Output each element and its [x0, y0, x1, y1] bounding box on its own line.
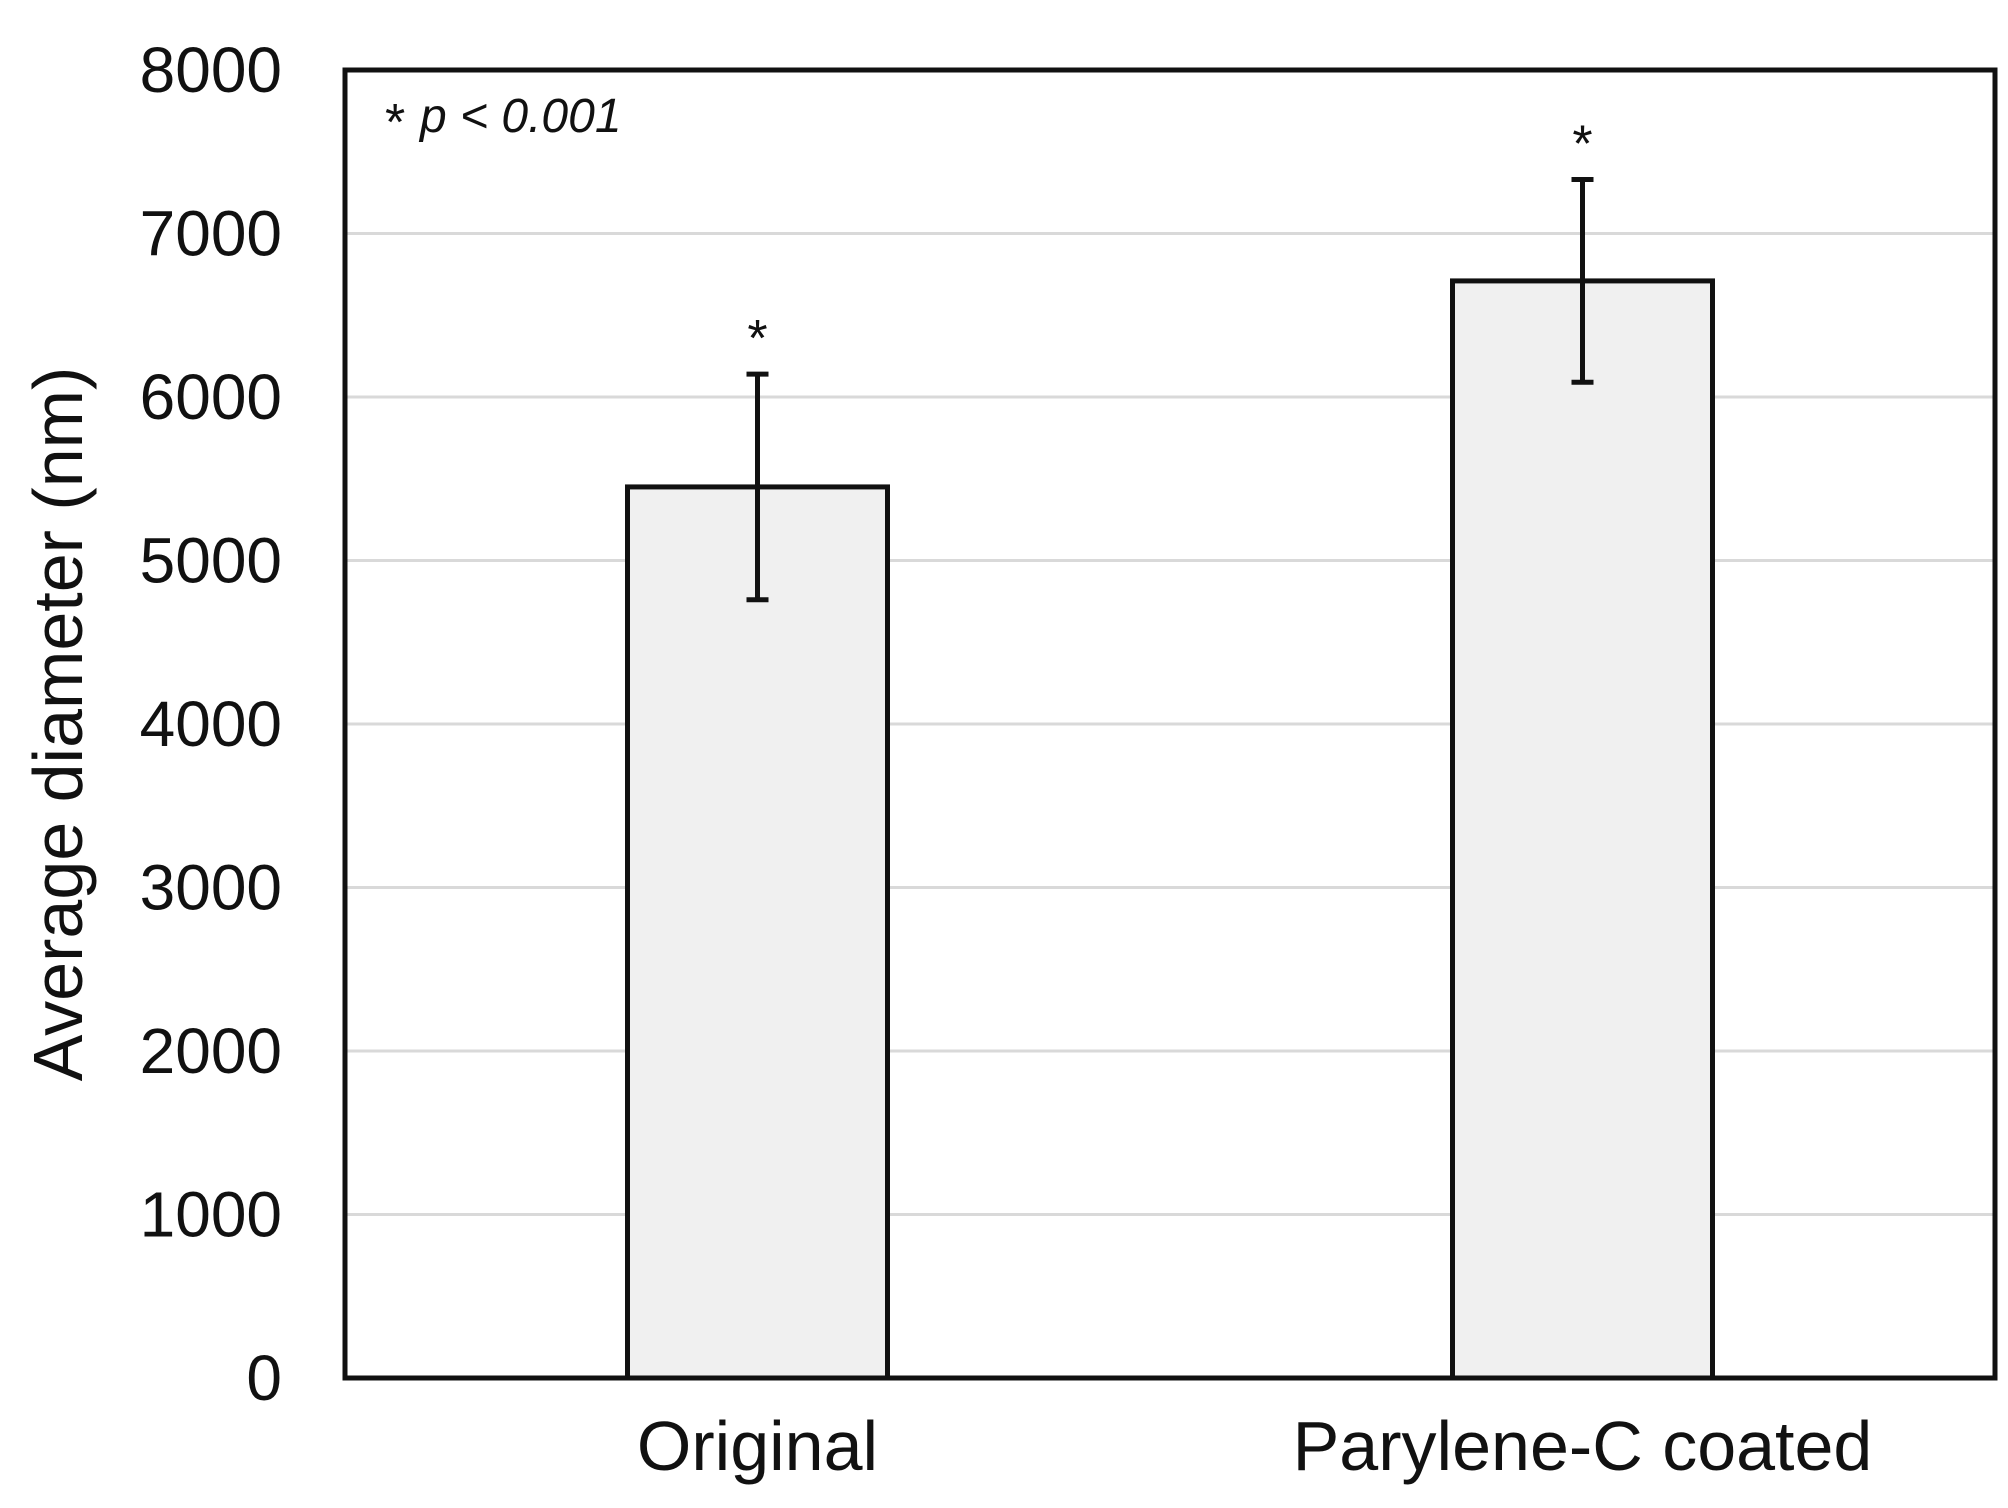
bar: [625, 484, 890, 1381]
gridlines: [345, 232, 1995, 1216]
error-bar: [746, 371, 769, 603]
annotation-text: p < 0.001: [418, 90, 622, 143]
y-tick-label: 8000: [140, 34, 282, 106]
x-axis-categories: Original Parylene-C coated: [637, 1407, 1872, 1485]
annotation-star-marker: *: [385, 94, 405, 152]
bar: [1450, 278, 1715, 1381]
error-bars: [746, 177, 1594, 603]
y-tick-label: 3000: [140, 852, 282, 924]
plot-area-frame: [342, 67, 1998, 1381]
y-tick-label: 7000: [140, 198, 282, 270]
y-tick-label: 6000: [140, 361, 282, 433]
y-tick-label: 1000: [140, 1179, 282, 1251]
y-tick-label: 4000: [140, 688, 282, 760]
x-category-label: Original: [637, 1407, 878, 1485]
significance-markers: **: [747, 116, 1592, 369]
y-tick-label: 2000: [140, 1015, 282, 1087]
y-axis-title: Average diameter (nm): [19, 367, 97, 1082]
y-axis-ticks: 0 1000 2000 3000 4000 5000 6000 7000 8000: [140, 34, 282, 1414]
y-tick-label: 5000: [140, 525, 282, 597]
x-category-label: Parylene-C coated: [1293, 1407, 1873, 1485]
p-value-annotation: * p < 0.001: [385, 90, 622, 152]
y-tick-label: 0: [246, 1342, 282, 1414]
error-bar: [1571, 177, 1594, 385]
significance-star: *: [747, 310, 767, 368]
significance-star: *: [1572, 116, 1592, 174]
